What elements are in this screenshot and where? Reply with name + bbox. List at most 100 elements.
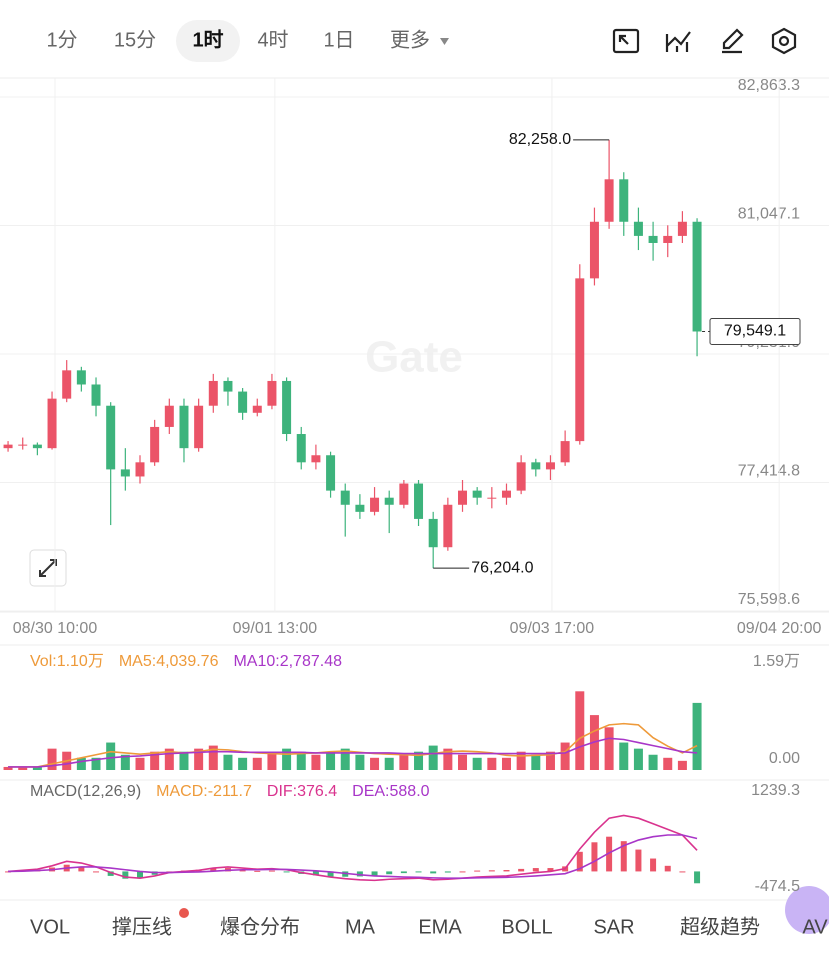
- indicator-tab[interactable]: VOL: [30, 916, 70, 938]
- candle-body: [633, 221, 643, 236]
- volume-bar: [238, 757, 248, 770]
- macd-bar: [415, 871, 422, 873]
- indicator-tab[interactable]: AV: [802, 916, 828, 938]
- macd-bar: [650, 858, 657, 872]
- candle-body: [32, 444, 42, 449]
- macd-bar: [664, 865, 671, 872]
- candle-body: [384, 497, 394, 505]
- interval-tab[interactable]: 4时: [257, 28, 288, 51]
- indicator-tab[interactable]: 超级趋势: [680, 915, 760, 938]
- volume-bar: [326, 751, 336, 770]
- x-tick-label: 09/04 20:00: [737, 620, 822, 637]
- candle-body: [194, 405, 204, 449]
- macd-bar: [620, 841, 627, 872]
- volume-bar: [179, 751, 189, 770]
- volume-bar: [575, 691, 585, 770]
- indicator-tab[interactable]: BOLL: [501, 916, 552, 938]
- y-tick-label: 77,414.8: [738, 463, 800, 480]
- last-price-label: 79,549.1: [724, 323, 786, 340]
- candle-body: [18, 444, 28, 446]
- volume-bar: [135, 757, 145, 770]
- y-tick-label: 81,047.1: [738, 206, 800, 223]
- x-tick-label: 08/30 10:00: [13, 620, 98, 637]
- candle-body: [560, 441, 570, 463]
- expand-button[interactable]: [29, 549, 67, 587]
- candle-body: [575, 278, 585, 442]
- more-tab[interactable]: 更多: [390, 28, 430, 51]
- indicator-tab[interactable]: EMA: [418, 916, 462, 938]
- macd-bar: [400, 871, 407, 874]
- candle-body: [3, 444, 13, 449]
- candle-body: [223, 380, 233, 392]
- indicator-tab[interactable]: MA: [345, 916, 376, 938]
- volume-bar: [619, 742, 629, 770]
- candle-body: [677, 221, 687, 236]
- draw-icon[interactable]: [722, 28, 744, 54]
- indicator-icon[interactable]: [665, 31, 691, 52]
- macd-bar: [386, 871, 393, 875]
- indicator-tab[interactable]: SAR: [593, 916, 634, 938]
- macd-bar: [635, 849, 642, 872]
- volume-bar: [252, 757, 262, 770]
- volume-bar: [458, 754, 468, 770]
- legend-text: Vol:1.10万: [30, 653, 104, 670]
- indicator-line: [8, 737, 698, 768]
- watermark: Gate: [365, 333, 463, 382]
- volume-bar: [194, 748, 204, 770]
- volume-bar: [384, 757, 394, 770]
- macd-bar: [547, 868, 554, 872]
- volume-bar: [106, 742, 116, 770]
- candle-body: [267, 380, 277, 406]
- volume-bar: [516, 751, 526, 770]
- macd-bar: [518, 868, 525, 872]
- macd-bar: [312, 871, 319, 876]
- interval-tab[interactable]: 15分: [114, 28, 156, 51]
- macd-bar: [488, 870, 495, 872]
- settings-icon[interactable]: [771, 27, 797, 55]
- candle-body: [443, 504, 453, 548]
- macd-bar: [283, 871, 290, 873]
- volume-bar: [76, 757, 86, 770]
- indicator-tab[interactable]: 爆仓分布: [220, 915, 300, 938]
- y-tick-label: 82,863.3: [738, 77, 800, 94]
- interval-tab-active[interactable]: 1时: [192, 28, 223, 51]
- legend-text: MACD(12,26,9): [30, 783, 141, 800]
- volume-bar: [370, 757, 380, 770]
- interval-tab[interactable]: 1分: [46, 28, 77, 51]
- candle-body: [458, 490, 468, 505]
- candle-body: [135, 462, 145, 477]
- legend-text: MACD:-211.7: [156, 783, 252, 800]
- macd-bar: [210, 868, 217, 872]
- volume-bar: [560, 742, 570, 770]
- toolbar-icons: [612, 27, 797, 55]
- fullscreen-icon[interactable]: [612, 28, 640, 54]
- volume-bar: [472, 757, 482, 770]
- candle-body: [648, 235, 658, 243]
- macd-bar: [327, 871, 334, 877]
- macd-bar: [254, 870, 261, 872]
- candle-body: [252, 405, 262, 413]
- candle-body: [76, 370, 86, 385]
- candle-body: [516, 462, 526, 491]
- interval-tab[interactable]: 1日: [323, 29, 354, 51]
- y-tick-label: 1.59万: [753, 653, 800, 670]
- indicator-tab[interactable]: 撑压线: [112, 915, 172, 938]
- volume-bar: [296, 751, 306, 770]
- selected-tab-bg: [176, 20, 240, 62]
- candle-body: [370, 497, 380, 512]
- candle-body: [692, 221, 702, 332]
- candle-body: [663, 235, 673, 243]
- macd-bar: [694, 871, 701, 884]
- volume-bar: [355, 754, 365, 770]
- volume-bar: [633, 748, 643, 770]
- assistant-bubble[interactable]: [785, 886, 829, 934]
- macd-bar: [430, 871, 437, 874]
- candle-body: [238, 391, 248, 413]
- volume-bar: [18, 767, 28, 770]
- volume-bar: [340, 748, 350, 770]
- macd-bar: [5, 871, 12, 873]
- y-tick-label: 75,598.6: [738, 591, 800, 608]
- candle-body: [91, 384, 101, 406]
- candle-body: [428, 518, 438, 548]
- macd-bar: [371, 871, 378, 876]
